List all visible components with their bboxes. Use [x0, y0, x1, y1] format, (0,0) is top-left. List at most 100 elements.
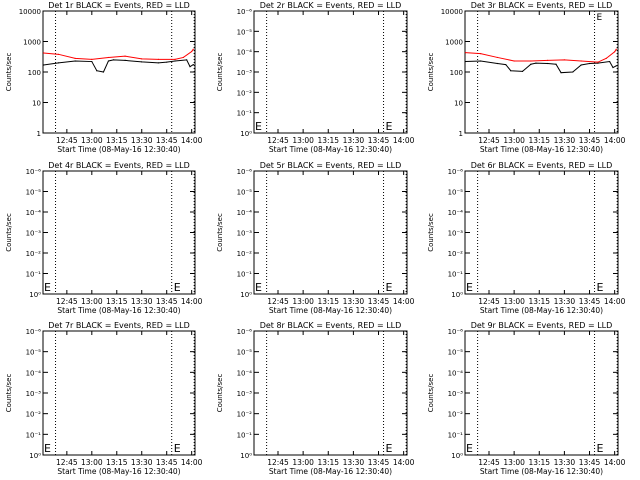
x-tick-label: 12:45: [56, 458, 78, 467]
lld-series-line: [465, 48, 617, 63]
events-point: [96, 70, 98, 72]
events-point: [91, 60, 93, 63]
y-tick-label: 10⁻⁴: [448, 209, 464, 217]
lld-series-line: [43, 48, 194, 60]
lld-point: [124, 55, 126, 57]
x-axis-label: Start Time (08-May-16 12:30:40): [57, 306, 180, 315]
x-tick-label: 12:45: [56, 136, 78, 145]
x-tick-label: 13:30: [131, 297, 153, 306]
y-tick-label: 10⁻¹: [237, 271, 253, 279]
y-tick-label: 10⁻¹: [26, 271, 42, 279]
events-point: [496, 62, 498, 65]
events-point: [547, 62, 549, 65]
y-tick-label: 10⁻³: [237, 390, 253, 398]
x-tick-label: 12:45: [478, 458, 500, 467]
y-tick-label: 10⁻²: [237, 411, 253, 419]
x-tick-label: 14:00: [604, 136, 626, 145]
y-tick-label: 10⁻⁴: [26, 209, 42, 217]
y-tick-label: 1000: [23, 39, 41, 47]
events-point: [102, 71, 105, 73]
y-tick-label: 10⁻¹: [448, 431, 464, 439]
x-tick-label: 13:45: [156, 297, 178, 306]
plot-frame: [464, 170, 619, 295]
y-tick-label: 10⁻⁴: [237, 369, 253, 377]
x-tick-label: 13:15: [317, 136, 339, 145]
lld-point: [580, 60, 582, 62]
plot-frame: [42, 170, 196, 295]
lld-point: [91, 58, 93, 60]
x-tick-label: 13:15: [106, 136, 128, 145]
x-tick-label: 13:45: [156, 458, 178, 467]
x-tick-label: 13:30: [343, 458, 365, 467]
x-axis-label: Start Time (08-May-16 12:30:40): [57, 145, 180, 154]
error-flag: E: [386, 120, 393, 133]
y-tick-label: 10000: [19, 8, 41, 16]
plot-frame: [464, 10, 619, 134]
y-tick-label: 10⁻⁴: [26, 369, 42, 377]
error-flag: E: [174, 281, 181, 294]
x-tick-label: 13:30: [554, 136, 576, 145]
x-tick-label: 13:15: [106, 458, 128, 467]
x-axis-label: Start Time (08-May-16 12:30:40): [57, 467, 180, 476]
x-axis-label: Start Time (08-May-16 12:30:40): [480, 145, 603, 154]
x-tick-label: 12:45: [267, 458, 289, 467]
x-tick-label: 13:45: [579, 297, 601, 306]
events-point: [572, 71, 574, 73]
events-point: [560, 72, 562, 74]
y-tick-label: 10⁰: [240, 130, 252, 138]
lld-point: [597, 61, 599, 63]
events-point: [612, 66, 614, 69]
error-flag: E: [597, 13, 603, 23]
y-tick-label: 10⁻⁵: [237, 28, 253, 36]
y-tick-label: 10⁻²: [237, 89, 253, 97]
y-tick-label: 10⁻⁵: [448, 189, 464, 197]
x-tick-label: 12:45: [478, 297, 500, 306]
plot-frame: [253, 10, 408, 134]
y-tick-label: 1000: [445, 39, 463, 47]
y-tick-label: 10⁻³: [26, 230, 42, 238]
events-point: [107, 60, 110, 62]
error-flag: E: [44, 442, 51, 455]
y-tick-label: 10⁻⁶: [26, 168, 42, 176]
x-tick-label: 13:30: [131, 136, 153, 145]
lld-point: [464, 52, 467, 54]
error-flag: E: [597, 442, 604, 455]
y-tick-label: 10⁻¹: [237, 110, 253, 118]
events-point: [505, 63, 507, 66]
x-tick-label: 13:00: [503, 297, 525, 306]
panel-title: Det 2r BLACK = Events, RED = LLD: [260, 1, 402, 10]
events-point: [124, 59, 126, 62]
events-point: [480, 60, 482, 62]
events-series-line: [465, 60, 617, 74]
x-tick-label: 13:30: [554, 297, 576, 306]
y-axis-label: Counts/sec: [427, 374, 435, 413]
y-tick-label: 10⁻³: [448, 390, 464, 398]
x-tick-label: 13:30: [343, 136, 365, 145]
y-tick-label: 10⁻¹: [448, 271, 464, 279]
x-tick-label: 13:15: [528, 297, 550, 306]
x-axis-label: Start Time (08-May-16 12:30:40): [480, 467, 603, 476]
y-tick-label: 1: [459, 130, 463, 138]
x-tick-label: 13:45: [579, 458, 601, 467]
x-tick-label: 13:00: [503, 458, 525, 467]
y-tick-label: 10⁰: [29, 452, 41, 460]
lld-point: [614, 51, 616, 53]
y-axis-label: Counts/sec: [5, 213, 13, 252]
y-axis-label: Counts/sec: [216, 374, 224, 413]
plot-frame: [464, 330, 619, 456]
y-axis-label: Counts/sec: [427, 53, 435, 92]
events-point: [609, 60, 611, 63]
y-tick-label: 10⁰: [240, 452, 252, 460]
y-tick-label: 10: [454, 100, 463, 108]
y-tick-label: 10⁻³: [448, 230, 464, 238]
x-tick-label: 12:45: [56, 297, 78, 306]
error-flag: E: [466, 281, 473, 294]
y-tick-label: 10⁻⁵: [26, 349, 42, 357]
x-tick-label: 13:45: [368, 297, 390, 306]
x-tick-label: 13:00: [81, 297, 103, 306]
y-tick-label: 10⁻⁵: [448, 349, 464, 357]
x-tick-label: 13:00: [292, 136, 314, 145]
